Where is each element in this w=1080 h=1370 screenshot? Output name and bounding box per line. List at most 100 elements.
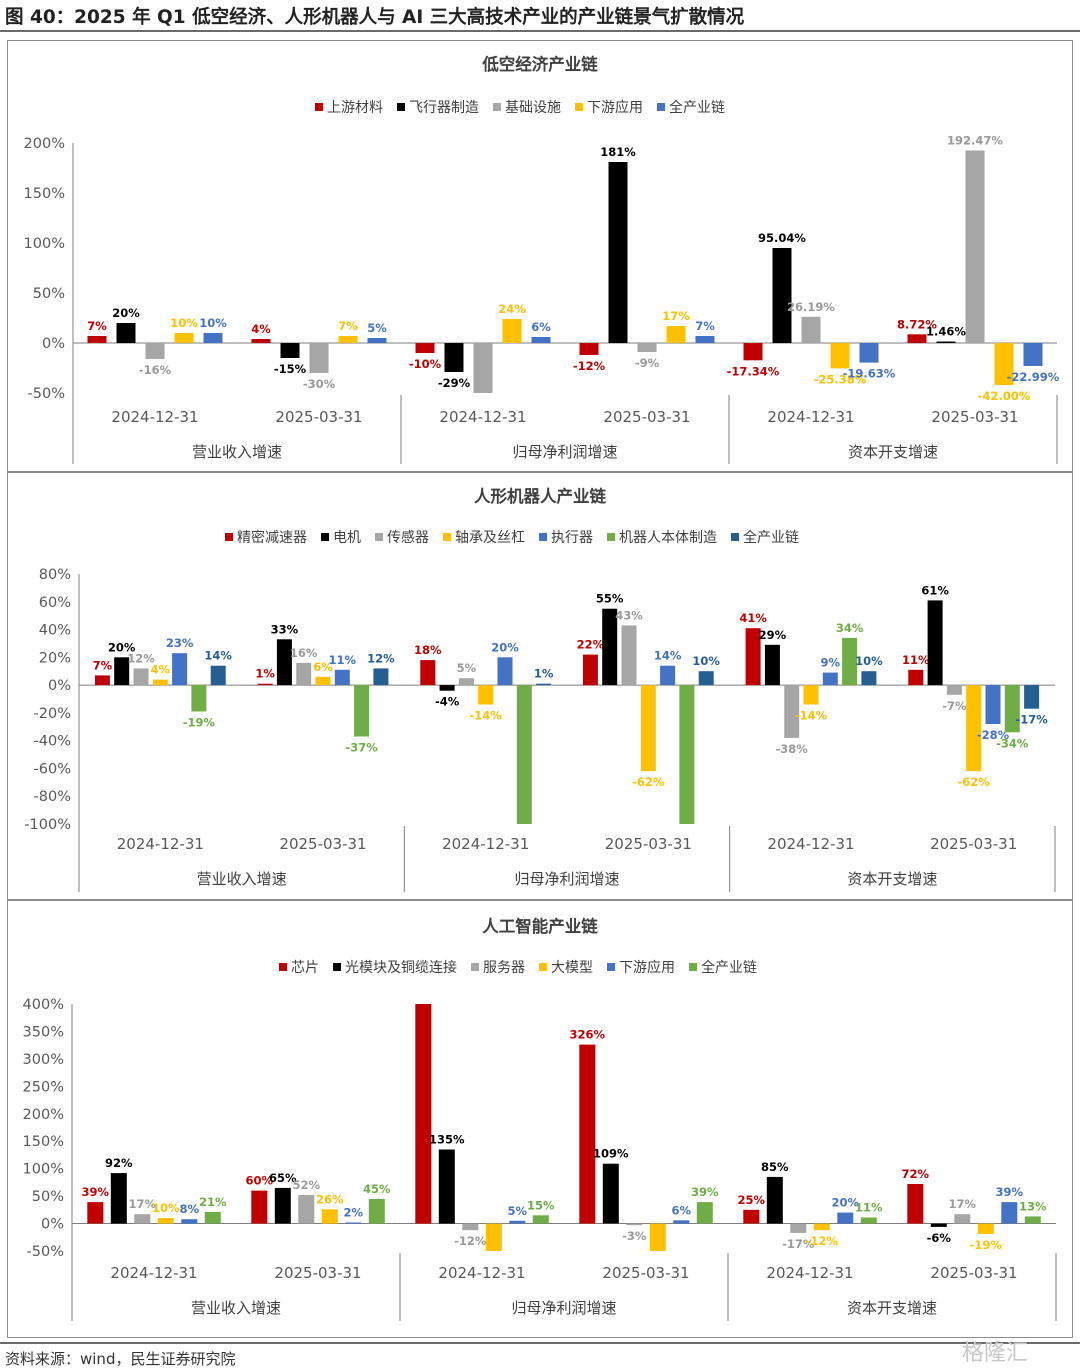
bar (315, 676, 331, 686)
data-label: 20% (832, 1196, 860, 1210)
bar (822, 672, 838, 686)
data-label: 6% (313, 660, 333, 674)
x-category-label: 2025-03-31 (279, 835, 366, 853)
bar (743, 1209, 760, 1224)
bar (280, 343, 300, 358)
data-label: 14% (654, 649, 682, 663)
bar (203, 333, 223, 343)
y-tick-label: -20% (34, 706, 71, 722)
bar (666, 326, 686, 343)
data-label: 21% (199, 1195, 227, 1209)
bar (497, 657, 513, 686)
data-label: -38% (776, 742, 809, 756)
y-tick-label: -100% (24, 817, 71, 833)
bar (861, 671, 877, 686)
bar (1024, 685, 1040, 709)
y-tick-label: 50% (33, 286, 65, 302)
data-label: 45% (363, 1182, 391, 1196)
data-label: -14% (470, 709, 503, 723)
legend-swatch (333, 963, 341, 971)
bar (966, 685, 982, 772)
legend-item: 下游应用 (575, 99, 643, 116)
data-label: -37% (345, 741, 378, 755)
bar (116, 323, 136, 343)
data-label: 7% (338, 319, 358, 333)
data-label: -4% (435, 695, 460, 709)
x-category-label: 2025-03-31 (605, 835, 692, 853)
bar (257, 683, 273, 686)
bar (462, 1223, 479, 1231)
legend-swatch (471, 963, 479, 971)
legend-swatch (279, 963, 287, 971)
data-label: -25.38% (814, 372, 867, 386)
data-label: -62% (958, 775, 991, 789)
legend-swatch (375, 533, 383, 541)
x-category-label: 2024-12-31 (438, 1264, 525, 1282)
bar (152, 679, 168, 686)
legend-swatch (607, 533, 615, 541)
y-tick-label: 50% (32, 1189, 64, 1205)
legend-label: 全产业链 (743, 529, 799, 546)
legend-item: 基础设施 (493, 99, 561, 116)
legend-swatch (731, 533, 739, 541)
y-tick-label: 250% (23, 1079, 64, 1095)
data-label: 14% (204, 649, 232, 663)
bar (87, 336, 107, 343)
legend-label: 飞行器制造 (409, 100, 479, 116)
bar (473, 343, 493, 393)
legend-label: 机器人本体制造 (619, 530, 717, 546)
data-label: 17% (949, 1197, 977, 1211)
panel-border (7, 900, 1073, 1338)
y-tick-label: -40% (34, 734, 71, 750)
bar (296, 662, 312, 686)
data-label: 4% (251, 322, 271, 336)
bar (946, 685, 962, 695)
data-label: 39% (691, 1185, 719, 1199)
chart-title: 人形机器人产业链 (474, 486, 607, 506)
panel-border (7, 472, 1073, 900)
bar (502, 319, 522, 343)
data-label: 326% (570, 1028, 606, 1042)
x-group-label: 资本开支增速 (847, 870, 937, 888)
legend-swatch (657, 103, 665, 111)
bar (745, 628, 761, 686)
data-label: -17% (782, 1237, 815, 1251)
bar (338, 336, 358, 343)
data-label: -16% (139, 363, 172, 377)
bar (837, 1212, 854, 1224)
bar (977, 1223, 994, 1234)
bar (965, 150, 985, 343)
x-category-label: 2024-12-31 (767, 408, 854, 426)
data-label: 5% (457, 661, 477, 675)
bar (985, 685, 1001, 724)
bar (673, 1220, 690, 1224)
legend-label: 下游应用 (619, 959, 675, 976)
bar (994, 343, 1014, 385)
bar (908, 669, 924, 686)
legend-swatch (689, 963, 697, 971)
bar (790, 1223, 807, 1233)
bar (210, 665, 226, 686)
data-label: 10% (855, 654, 883, 668)
data-label: -17.34% (727, 364, 780, 378)
data-label: -7% (942, 699, 967, 713)
bar (87, 1202, 104, 1224)
legend-item: 电机 (321, 530, 361, 546)
bar (1001, 1202, 1018, 1224)
legend-item: 机器人本体制造 (607, 530, 717, 546)
bar (420, 660, 436, 686)
data-label: 5% (367, 321, 387, 335)
bar (907, 334, 927, 343)
data-label: -17% (1015, 713, 1048, 727)
data-label: 26.19% (787, 300, 835, 314)
data-label: 11% (329, 653, 357, 667)
data-label: -3% (622, 1229, 647, 1243)
legend-label: 执行器 (551, 530, 593, 546)
bar (907, 1184, 924, 1224)
x-category-label: 2025-03-31 (930, 835, 1017, 853)
legend-label: 基础设施 (505, 99, 561, 116)
x-category-label: 2025-03-31 (602, 1264, 689, 1282)
legend-swatch (321, 533, 329, 541)
y-tick-label: -80% (34, 789, 71, 805)
data-label: 192.47% (947, 134, 1003, 148)
